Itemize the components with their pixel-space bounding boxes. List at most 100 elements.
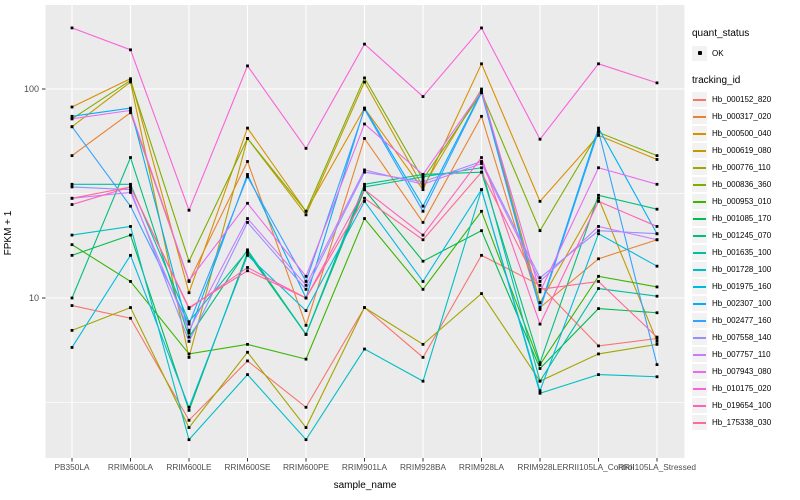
data-point <box>655 339 659 343</box>
legend-entry-Hb_000953_010: Hb_000953_010 <box>692 193 800 210</box>
data-point <box>187 306 191 309</box>
data-point <box>538 301 542 305</box>
data-point <box>421 233 425 237</box>
data-point <box>187 405 191 409</box>
legend-entry-Hb_007757_110: Hb_007757_110 <box>692 346 800 363</box>
data-point <box>655 182 659 186</box>
legend-key-swatch <box>692 415 707 430</box>
legend-line-icon <box>693 387 706 390</box>
x-axis-title: sample_name <box>333 480 397 491</box>
legend-key-swatch <box>692 364 707 379</box>
data-point <box>597 344 600 348</box>
data-point <box>421 259 425 263</box>
legend-line-icon <box>693 183 706 186</box>
data-point <box>129 78 132 82</box>
data-point <box>421 280 425 283</box>
data-point <box>187 328 191 332</box>
data-point <box>538 379 542 383</box>
data-point <box>538 361 542 365</box>
data-point <box>129 156 132 159</box>
data-point <box>597 196 600 200</box>
data-point <box>363 306 366 309</box>
data-point <box>655 232 659 236</box>
x-tick-label: RRIM600SE <box>224 462 271 472</box>
x-tick-label: RRIM928BA <box>400 462 447 472</box>
legend-entry-label: Hb_001245_070 <box>712 231 772 240</box>
data-point <box>480 89 483 93</box>
data-point <box>246 220 249 224</box>
data-point <box>187 259 191 263</box>
legend-key-swatch <box>692 313 707 328</box>
data-point <box>246 269 249 273</box>
legend-entry-Hb_000500_040: Hb_000500_040 <box>692 125 800 142</box>
data-point <box>246 342 249 346</box>
data-point <box>187 322 191 326</box>
data-point <box>597 199 600 203</box>
x-tick-label: RRII105LA_Control <box>563 462 635 472</box>
data-point <box>538 283 542 287</box>
data-point <box>597 287 600 290</box>
data-point <box>538 391 542 395</box>
legend-entry-Hb_001085_170: Hb_001085_170 <box>692 210 800 227</box>
x-tick-label: RRIM928LE <box>517 462 563 472</box>
legend-entry-label: Hb_002307_100 <box>712 299 772 308</box>
legend-key-swatch <box>692 228 707 243</box>
data-point <box>480 160 483 163</box>
legend-entry-label: Hb_007757_110 <box>712 350 771 359</box>
data-point <box>655 335 659 339</box>
data-point <box>304 438 308 442</box>
data-point <box>480 87 483 91</box>
legend-entry-Hb_001728_100: Hb_001728_100 <box>692 261 800 278</box>
data-point <box>597 307 600 310</box>
legend-entry-Hb_175338_030: Hb_175338_030 <box>692 414 800 431</box>
data-point <box>187 408 191 412</box>
data-point <box>421 355 425 359</box>
data-point <box>304 405 308 409</box>
data-point <box>655 264 659 268</box>
data-point <box>655 363 659 367</box>
legend-entry-Hb_001635_100: Hb_001635_100 <box>692 244 800 261</box>
data-point <box>363 185 366 189</box>
data-point <box>597 373 600 377</box>
data-point <box>480 114 483 118</box>
data-point <box>304 280 308 283</box>
data-point <box>655 225 659 228</box>
legend-line-icon <box>693 421 706 424</box>
legend-key-swatch <box>692 330 707 345</box>
legend-entry-Hb_010175_020: Hb_010175_020 <box>692 380 800 397</box>
legend-entry-Hb_000152_820: Hb_000152_820 <box>692 91 800 108</box>
data-point <box>538 322 542 326</box>
data-point <box>129 316 132 320</box>
legend-line-icon <box>693 166 706 169</box>
data-point <box>538 287 542 291</box>
legend-entry-label: Hb_000152_820 <box>712 95 772 104</box>
data-point <box>70 203 74 206</box>
legend-key-swatch <box>692 347 707 362</box>
data-point <box>187 426 191 429</box>
data-point <box>129 48 132 52</box>
data-point <box>655 81 659 85</box>
data-point <box>363 76 366 80</box>
legend-key-swatch <box>692 245 707 260</box>
legend-entry-Hb_000776_110: Hb_000776_110 <box>692 159 800 176</box>
data-point <box>480 229 483 233</box>
data-point <box>246 201 249 205</box>
legend-line-icon <box>693 319 706 322</box>
legend-key-swatch <box>692 109 707 124</box>
data-point <box>363 199 366 203</box>
legend-entry-label: Hb_007943_080 <box>712 367 772 376</box>
data-point <box>597 232 600 236</box>
data-point <box>70 296 74 300</box>
data-point <box>421 220 425 224</box>
data-point <box>246 175 249 179</box>
legend-entry-label: Hb_175338_030 <box>712 418 772 427</box>
data-point <box>70 346 74 349</box>
data-point <box>246 373 249 377</box>
data-point <box>538 280 542 283</box>
x-tick-label: RRIM600LE <box>166 462 212 472</box>
data-point <box>129 204 132 208</box>
data-point <box>70 105 74 109</box>
data-point <box>246 253 249 257</box>
data-point <box>246 126 249 130</box>
data-point <box>655 337 659 340</box>
